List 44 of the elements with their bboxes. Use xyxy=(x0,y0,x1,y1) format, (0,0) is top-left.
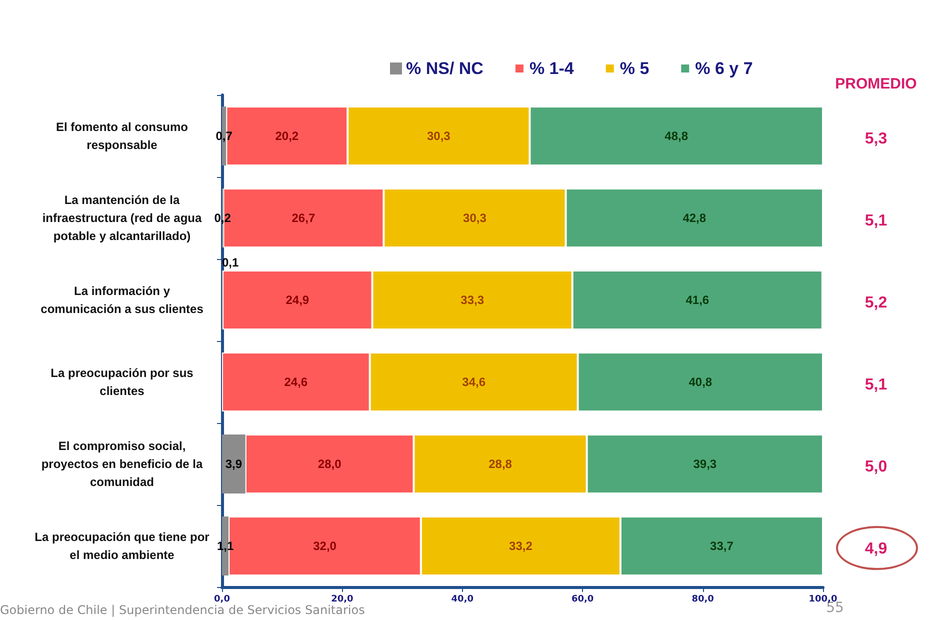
data-label: 33,7 xyxy=(710,539,734,553)
data-label: 24,9 xyxy=(286,293,310,307)
text: 5,2 xyxy=(864,294,888,312)
legend-label: % 1-4 xyxy=(529,59,574,78)
legend-label: % NS/ NC xyxy=(406,59,484,78)
y-tick-label: El compromiso social, proyectos en beneficio de la comunidad xyxy=(41,439,204,489)
x-tick-label: 80,0 xyxy=(692,594,714,604)
data-label: 39,3 xyxy=(693,457,717,471)
x-tick-label: 0,0 xyxy=(214,594,230,604)
text: 5,1 xyxy=(864,212,888,230)
text: 5,0 xyxy=(864,458,888,476)
y-tick-label: La preocupación que tiene por el medio ambiente xyxy=(34,530,210,562)
text: 5,3 xyxy=(864,130,888,148)
data-label: 42,8 xyxy=(682,211,706,225)
data-label: 48,8 xyxy=(664,129,688,143)
y-tick-label: El fomento al consumo responsable xyxy=(56,120,188,152)
text: 5,1 xyxy=(864,376,888,394)
data-label: 30,3 xyxy=(426,129,451,143)
data-label: 30,3 xyxy=(463,211,487,225)
data-label: 28,0 xyxy=(318,457,342,471)
data-label: 32,0 xyxy=(313,539,337,553)
bar xyxy=(222,434,246,494)
data-label: 3,9 xyxy=(225,457,242,471)
legend-label: % 5 xyxy=(620,59,650,78)
data-label: 33,2 xyxy=(509,539,533,553)
x-tick-label: 20,0 xyxy=(331,594,354,604)
y-tick-label: La preocupación por sus clientes xyxy=(50,366,194,398)
data-label: 41,6 xyxy=(686,293,710,307)
text: 55 xyxy=(826,600,844,616)
text: 4,9 xyxy=(864,540,888,558)
data-label: 28,8 xyxy=(488,457,512,471)
data-label: 34,6 xyxy=(462,375,486,389)
y-tick-label: La mantención de la infraestructura (red de agua potable y alcantarillado) xyxy=(42,193,202,243)
y-tick-label: La información y comunicación a sus clientes xyxy=(40,284,204,316)
x-tick-label: 60,0 xyxy=(571,594,594,604)
data-label: 24,6 xyxy=(284,375,308,389)
data-label: 26,7 xyxy=(292,211,316,225)
data-label: 20,2 xyxy=(275,129,299,143)
legend-label: % 6 y 7 xyxy=(695,59,753,78)
text: Gobierno de Chile | Superintendencia de Servicios Sanitarios xyxy=(0,603,365,617)
data-label: 40,8 xyxy=(688,375,712,389)
data-label: 33,3 xyxy=(460,293,484,307)
x-tick-label: 40,0 xyxy=(451,594,474,604)
text: PROMEDIO xyxy=(835,76,918,92)
